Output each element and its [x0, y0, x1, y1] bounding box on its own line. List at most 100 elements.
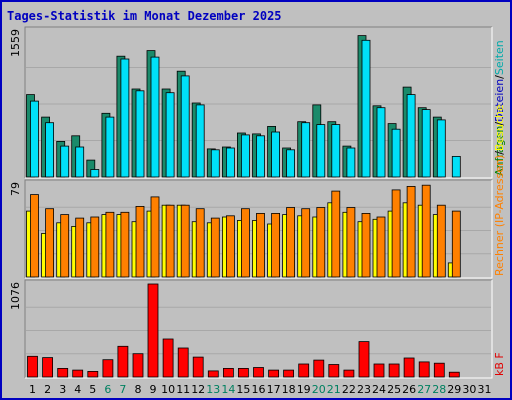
bar-rechner-ip-adressen--day-23 [361, 212, 371, 278]
day-label-8: 8 [135, 383, 142, 396]
bar-kb-f-day-4 [72, 369, 84, 378]
bar-rechner-ip-adressen--day-3 [60, 214, 70, 278]
bar-rechner-ip-adressen--day-22 [346, 207, 356, 278]
day-label-21: 21 [327, 383, 341, 396]
day-label-18: 18 [282, 383, 296, 396]
day-label-31: 31 [478, 383, 492, 396]
day-label-14: 14 [221, 383, 235, 396]
bar-dateien-day-1 [30, 100, 39, 178]
day-axis: 1 2 3 4 5 6 7 8 9 10 11 12 13 14 15 16 17 18 19 20 21 22 23 24 2… [29, 383, 492, 396]
bar-kb-f-day-16 [253, 367, 264, 378]
bar-kb-f-day-15 [237, 367, 249, 378]
bar-kb-f-day-1 [27, 355, 38, 378]
bar-rechner-ip-adressen--day-6 [105, 211, 115, 278]
panel-border-light [25, 27, 493, 179]
bar-dateien-day-28 [436, 119, 446, 178]
bar-rechner-ip-adressen--day-14 [225, 215, 235, 278]
bar-rechner-ip-adressen--day-15 [240, 208, 250, 278]
bar-dateien-day-7 [120, 58, 130, 178]
panel-border-light [25, 280, 493, 379]
panel-max-label: 1076 [9, 282, 22, 310]
bar-dateien-day-18 [286, 149, 296, 178]
legend-entry: / [493, 151, 506, 155]
bar-rechner-ip-adressen--day-7 [120, 211, 130, 278]
bar-rechner-ip-adressen--day-5 [90, 216, 100, 278]
bar-kb-f-day-5 [87, 370, 99, 378]
bar-kb-f-day-29 [448, 371, 460, 378]
day-label-24: 24 [372, 383, 386, 396]
day-label-20: 20 [312, 383, 326, 396]
bar-rechner-ip-adressen--day-20 [316, 207, 326, 278]
legend-entry: / [493, 122, 506, 126]
day-label-11: 11 [176, 383, 190, 396]
legend-entry: Seiten [493, 40, 506, 75]
bar-kb-f-day-21 [328, 364, 340, 378]
day-label-16: 16 [252, 383, 266, 396]
bar-dateien-day-12 [195, 104, 205, 178]
day-label-13: 13 [206, 383, 220, 396]
bar-dateien-day-17 [271, 131, 281, 178]
bar-kb-f-day-27 [418, 361, 430, 378]
day-label-9: 9 [150, 383, 157, 396]
bar-kb-f-day-22 [343, 369, 355, 378]
bar-dateien-day-9 [150, 56, 160, 178]
bar-kb-f-day-8 [132, 353, 144, 378]
bar-rechner-ip-adressen--day-17 [271, 212, 281, 278]
bar-dateien-day-26 [406, 94, 416, 178]
legend-entry: Anfragen [493, 126, 506, 176]
bar-dateien-day-19 [301, 122, 311, 178]
day-label-30: 30 [462, 383, 476, 396]
day-label-23: 23 [357, 383, 371, 396]
bar-dateien-day-14 [225, 147, 235, 178]
bar-kb-f-day-18 [283, 369, 295, 378]
bar-kb-f-day-3 [57, 367, 69, 378]
bar-dateien-day-20 [316, 124, 326, 178]
panel-legend: Rechner (IP-Adressen)/Besuche [493, 104, 506, 276]
bar-dateien-day-25 [391, 128, 401, 178]
bar-kb-f-day-2 [42, 357, 53, 378]
panel-border-light [25, 180, 493, 279]
bar-dateien-day-21 [331, 124, 341, 178]
panel-border-shadow [24, 279, 492, 378]
bar-kb-f-day-26 [403, 357, 415, 378]
bar-rechner-ip-adressen--day-11 [180, 204, 190, 278]
panel-middle: 79 Rechner (IP-Adressen)/Besuche [9, 104, 506, 279]
bar-rechner-ip-adressen--day-28 [436, 204, 446, 278]
bar-rechner-ip-adressen--day-12 [195, 208, 205, 278]
bar-dateien-day-29 [451, 155, 461, 178]
bar-dateien-day-8 [135, 90, 145, 178]
bar-kb-f-day-25 [388, 363, 400, 378]
day-label-19: 19 [297, 383, 311, 396]
bar-rechner-ip-adressen--day-1 [30, 194, 39, 278]
bar-kb-f-day-7 [117, 345, 129, 378]
legend-entry: / [493, 75, 506, 79]
bar-kb-f-day-19 [298, 363, 310, 378]
legend-entry: Besuche [493, 104, 506, 151]
day-label-26: 26 [402, 383, 416, 396]
panel-max-label: 1559 [9, 29, 22, 57]
day-label-4: 4 [74, 383, 81, 396]
panel-bottom: 1076 kB F [9, 279, 506, 379]
bar-dateien-day-16 [256, 135, 265, 178]
bar-rechner-ip-adressen--day-2 [45, 208, 54, 278]
bar-rechner-ip-adressen--day-9 [150, 196, 160, 278]
day-label-10: 10 [161, 383, 175, 396]
bar-dateien-day-13 [210, 149, 220, 178]
day-label-1: 1 [29, 383, 36, 396]
bar-dateien-day-11 [180, 75, 190, 178]
bar-kb-f-day-6 [102, 359, 114, 378]
panel-max-label: 79 [9, 182, 22, 196]
bar-kb-f-day-20 [313, 359, 325, 378]
bar-dateien-day-3 [60, 145, 70, 178]
day-label-25: 25 [387, 383, 401, 396]
bar-kb-f-day-9 [147, 283, 159, 378]
bar-rechner-ip-adressen--day-10 [165, 204, 175, 278]
day-label-28: 28 [432, 383, 446, 396]
bar-kb-f-day-23 [358, 341, 370, 378]
bar-rechner-ip-adressen--day-8 [135, 205, 145, 278]
bar-dateien-day-6 [105, 116, 115, 178]
bar-rechner-ip-adressen--day-4 [75, 217, 85, 278]
bar-rechner-ip-adressen--day-27 [421, 184, 431, 278]
